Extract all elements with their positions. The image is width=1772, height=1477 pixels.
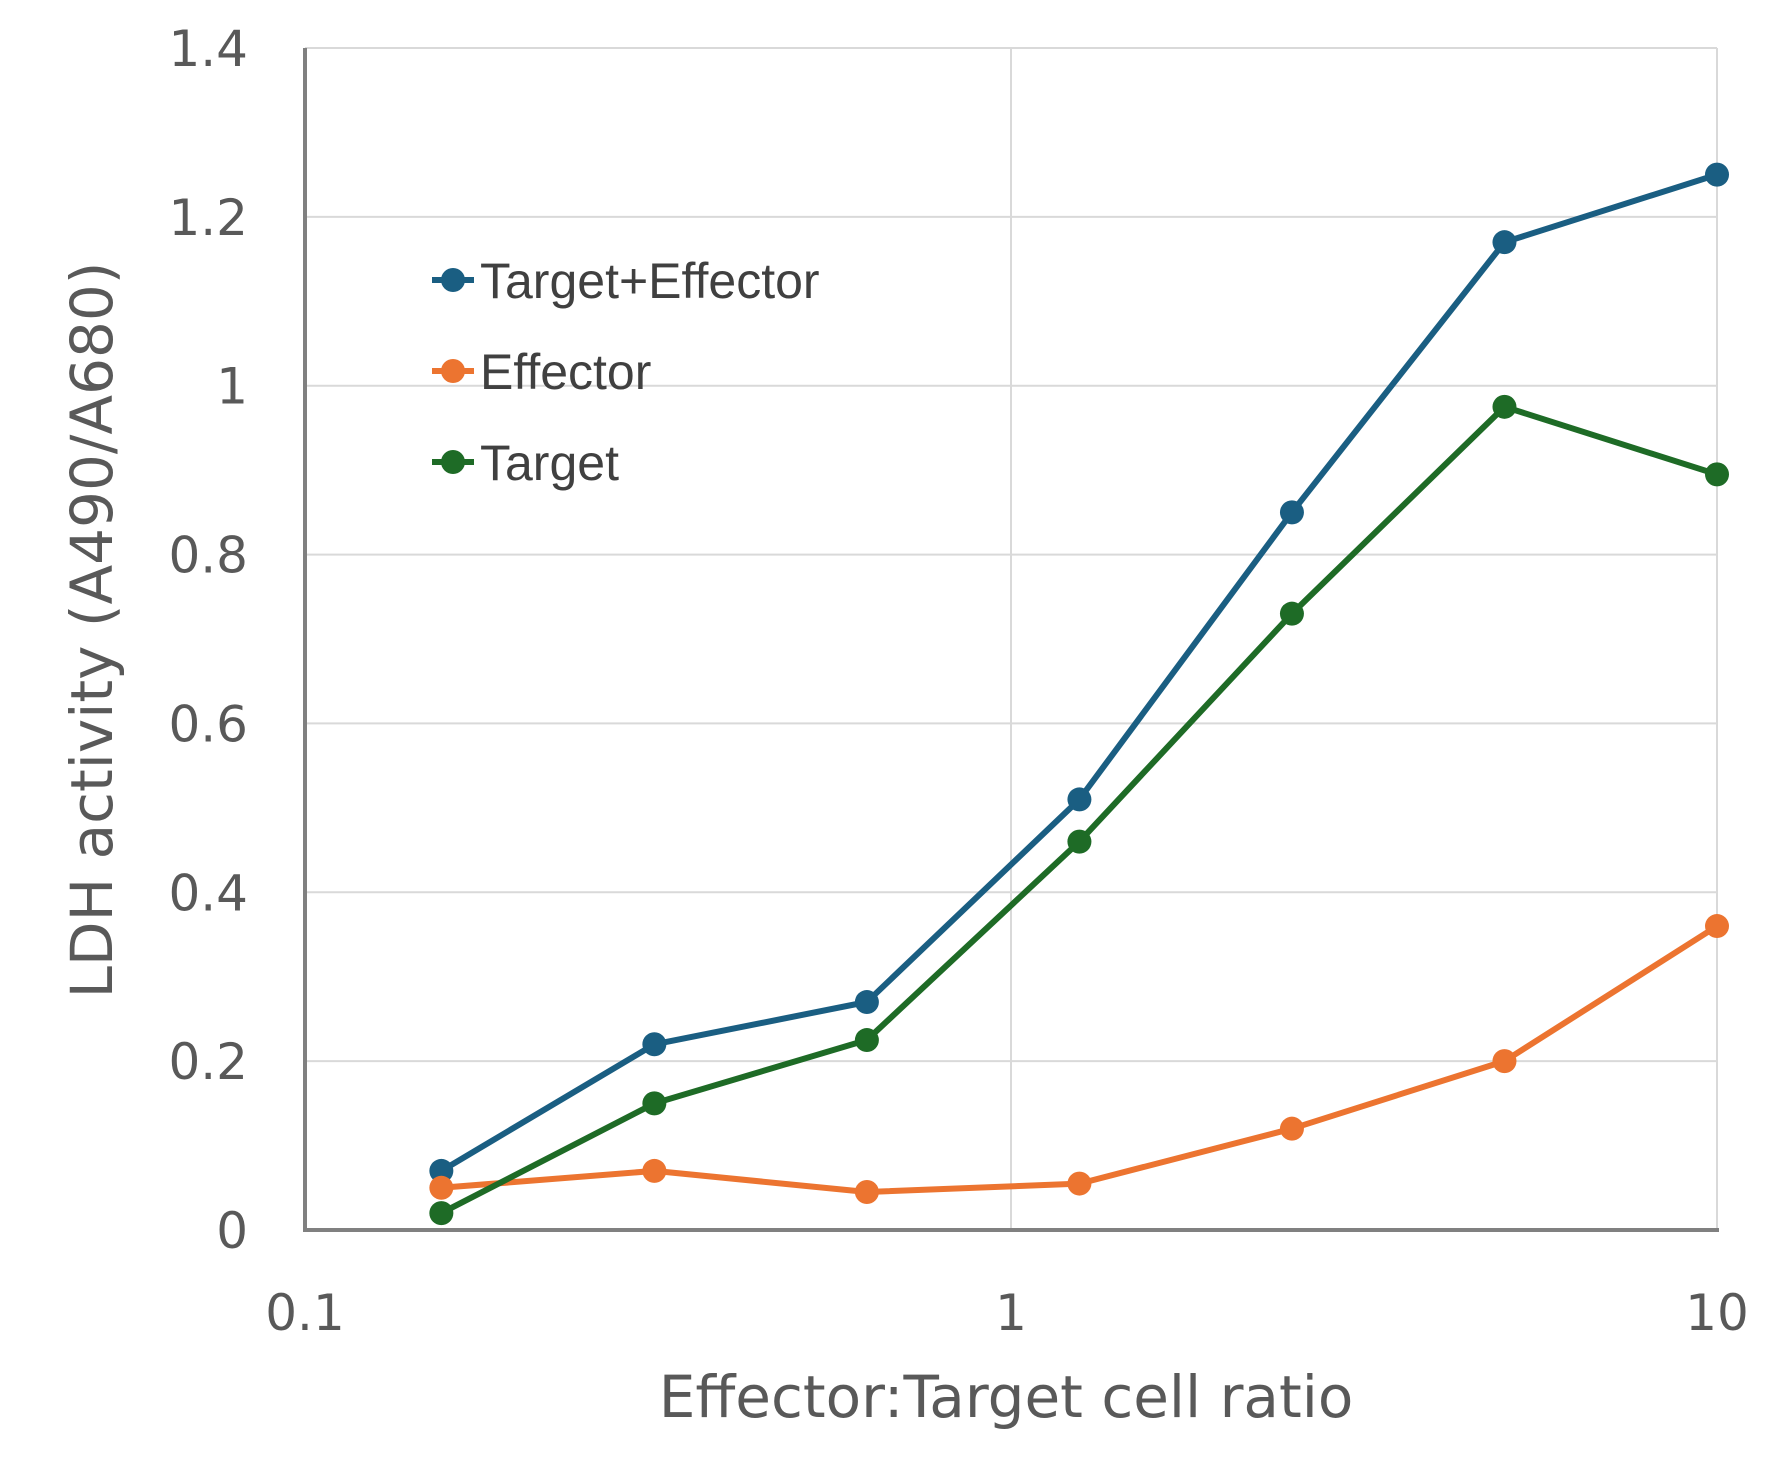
gridlines — [305, 47, 1718, 1230]
axes — [303, 48, 1719, 1232]
y-tick-label: 1.4 — [168, 20, 248, 78]
tick-labels: 0 0.2 0.4 0.6 0.8 1 1.2 1.4 0.1 1 10 — [168, 20, 1748, 1342]
y-axis-title: LDH activity (A490/A680) — [58, 262, 126, 999]
data-point-target — [1705, 462, 1729, 487]
data-point-target-effector — [429, 1158, 454, 1183]
data-point-target-effector — [1492, 230, 1517, 255]
y-tick-label: 0.4 — [168, 864, 248, 922]
x-axis-title: Effector:Target cell ratio — [659, 1363, 1354, 1431]
series-effector — [429, 914, 1729, 1205]
data-point-target — [1279, 601, 1304, 626]
x-tick-label: 0.1 — [265, 1284, 345, 1342]
data-point-effector — [1705, 914, 1729, 939]
x-tick-label: 1 — [995, 1284, 1027, 1342]
data-point-target-effector — [1705, 162, 1729, 187]
series-line-target-effector — [439, 171, 1718, 1174]
data-point-effector — [642, 1158, 667, 1183]
legend-label: Effector — [480, 344, 651, 400]
data-point-target-effector — [854, 990, 879, 1015]
data-point-target — [1067, 829, 1092, 854]
y-tick-label: 1 — [216, 358, 248, 416]
data-point-effector — [1279, 1116, 1304, 1141]
data-point-target — [642, 1091, 667, 1116]
legend-label: Target+Effector — [480, 253, 820, 309]
data-point-target — [854, 1028, 879, 1053]
legend-label: Target — [480, 435, 619, 491]
x-tick-label: 10 — [1685, 1284, 1749, 1342]
legend-item-target: Target — [432, 435, 619, 491]
y-tick-label: 0.2 — [168, 1033, 248, 1091]
series-target — [429, 394, 1729, 1226]
series-target-effector — [429, 162, 1729, 1183]
data-point-target-effector — [1067, 787, 1092, 812]
data-point-effector — [1067, 1171, 1092, 1196]
data-point-target — [1492, 394, 1517, 419]
y-tick-label: 0.8 — [168, 527, 248, 585]
y-tick-label: 1.2 — [168, 189, 248, 247]
legend-marker — [441, 359, 465, 383]
data-point-effector — [854, 1180, 879, 1205]
legend: Target+Effector Effector Target — [432, 253, 820, 491]
y-tick-label: 0.6 — [168, 695, 248, 753]
data-point-target — [429, 1201, 454, 1226]
legend-marker — [441, 450, 465, 474]
series-lines — [429, 162, 1729, 1226]
data-point-effector — [429, 1175, 454, 1200]
data-point-target-effector — [642, 1032, 667, 1057]
y-tick-label: 0 — [216, 1202, 248, 1260]
data-point-target-effector — [1279, 500, 1304, 525]
legend-item-effector: Effector — [432, 344, 651, 400]
legend-item-target-effector: Target+Effector — [432, 253, 820, 309]
legend-marker — [441, 268, 465, 292]
data-point-effector — [1492, 1049, 1517, 1074]
